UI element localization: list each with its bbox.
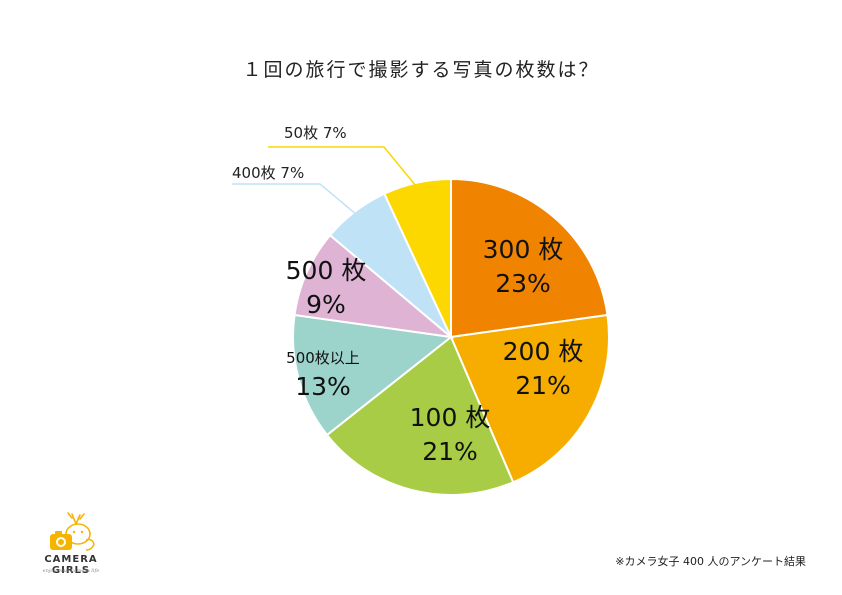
pie-slice-3 [325, 335, 515, 496]
callout-label-7: 50枚 7% [284, 124, 347, 142]
slice-name-label-3: 100 枚 [410, 403, 491, 432]
camera-girls-logo: CAMERA GIRLS enjoy your camera life [26, 510, 116, 580]
pie-slice-1 [450, 177, 609, 339]
slice-percent-label-4: 13% [295, 372, 351, 401]
pie-slice-2 [449, 313, 610, 484]
slice-name-label-4: 500枚以上 [286, 349, 360, 367]
pie-labels: 300 枚 23% 200 枚 21% 100 枚 21% 500枚以上 13% 500 枚 9%… [232, 124, 583, 466]
pie-callouts [232, 146, 419, 217]
camera-deer-logo-icon [50, 512, 95, 551]
chart-title: １回の旅行で撮影する写真の枚数は？ [242, 59, 600, 81]
callout-line-7 [268, 146, 419, 190]
pie-slice-4 [292, 313, 454, 437]
slice-percent-label-3: 21% [422, 437, 478, 466]
slice-name-label-1: 300 枚 [483, 235, 564, 264]
survey-footnote: ※カメラ女子 400 人のアンケート結果 [615, 555, 806, 568]
logo-wordmark: CAMERA GIRLS [44, 554, 98, 576]
slice-name-label-2: 200 枚 [503, 337, 584, 366]
logo-tagline: enjoy your camera life [42, 568, 100, 574]
pie-slice-7 [383, 177, 452, 338]
slice-percent-label-1: 23% [495, 269, 551, 298]
pie-slices [292, 177, 610, 496]
slice-name-label-5: 500 枚 [286, 256, 367, 285]
callout-label-6: 400枚 7% [232, 164, 304, 182]
pie-slice-5 [293, 233, 455, 339]
slice-percent-label-2: 21% [515, 371, 571, 400]
callout-line-6 [232, 183, 360, 217]
slice-percent-label-5: 9% [306, 290, 346, 319]
